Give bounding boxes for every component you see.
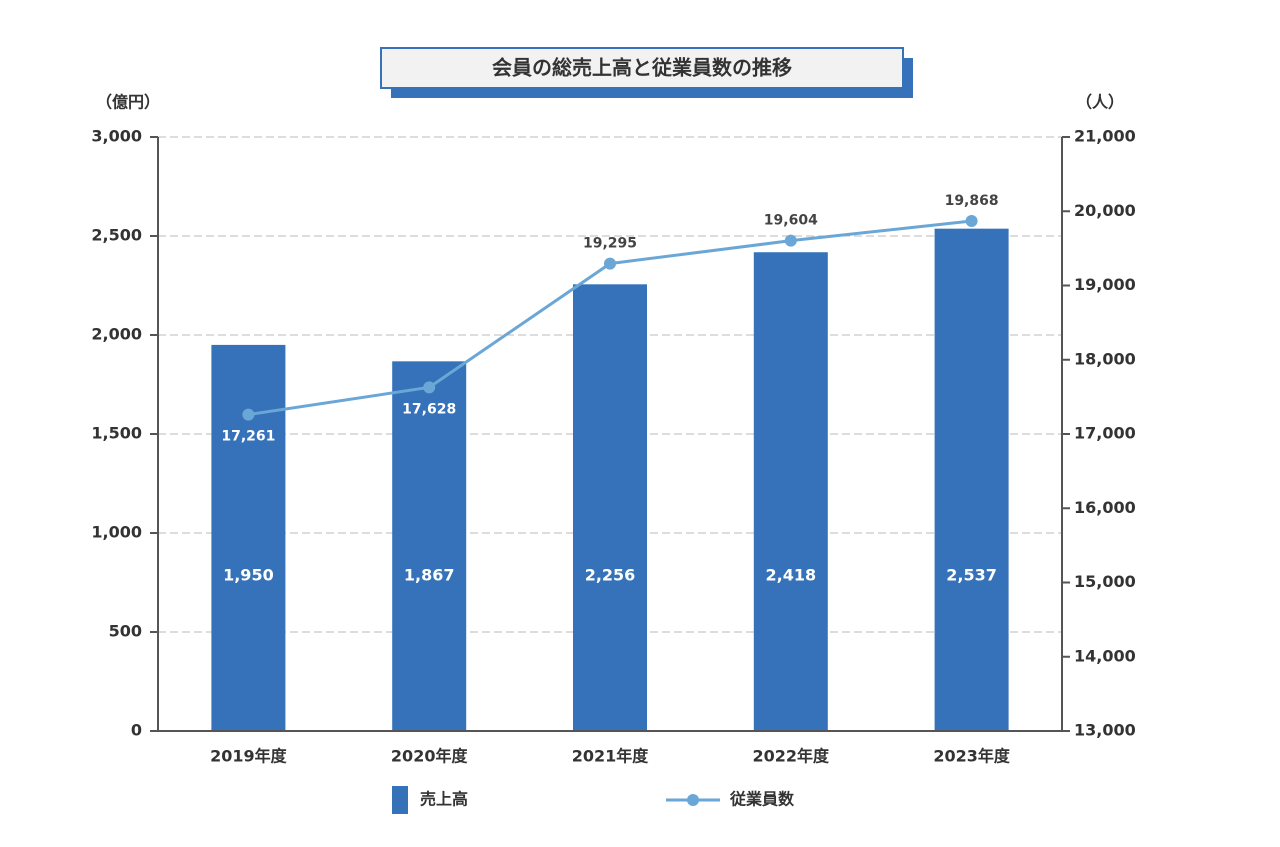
line-value-label: 17,628 <box>402 401 456 417</box>
y2-tick-label: 18,000 <box>1074 349 1136 368</box>
y-tick-label: 0 <box>131 721 142 740</box>
legend-label: 売上高 <box>420 790 468 809</box>
x-tick-label: 2023年度 <box>933 747 1011 766</box>
legend-label: 従業員数 <box>729 790 795 809</box>
y2-tick-label: 17,000 <box>1074 424 1136 443</box>
chart-title: 会員の総売上高と従業員数の推移 <box>492 56 792 80</box>
y2-tick-label: 15,000 <box>1074 572 1136 591</box>
bar <box>211 344 286 731</box>
y-tick-label: 1,000 <box>91 523 142 542</box>
y-tick-label: 2,500 <box>91 226 142 245</box>
bar <box>392 361 467 731</box>
y2-axis-label: （人） <box>1076 93 1124 112</box>
line-point <box>784 234 797 247</box>
y2-tick-label: 13,000 <box>1074 721 1136 740</box>
bar-value-label: 2,537 <box>946 566 997 585</box>
y2-tick-label: 16,000 <box>1074 498 1136 517</box>
legend-swatch <box>392 786 408 814</box>
x-tick-label: 2021年度 <box>572 747 650 766</box>
y-tick-label: 3,000 <box>91 127 142 146</box>
line-value-label: 17,261 <box>221 429 275 445</box>
line-point <box>242 408 255 421</box>
line-value-label: 19,604 <box>764 213 818 229</box>
y2-tick-label: 20,000 <box>1074 201 1136 220</box>
bar <box>934 228 1009 731</box>
bar <box>753 252 828 731</box>
bar-value-label: 1,950 <box>223 566 274 585</box>
bar <box>573 284 647 731</box>
line-value-label: 19,868 <box>945 193 999 209</box>
line-point <box>423 381 436 394</box>
line-value-label: 19,295 <box>583 236 637 252</box>
y2-tick-label: 21,000 <box>1074 127 1136 146</box>
line-point <box>965 215 978 228</box>
x-tick-label: 2019年度 <box>210 747 288 766</box>
y-axis-label: （億円） <box>96 93 160 112</box>
bar-value-label: 1,867 <box>404 566 455 585</box>
y-tick-label: 2,000 <box>91 325 142 344</box>
x-tick-label: 2020年度 <box>391 747 469 766</box>
y-tick-label: 1,500 <box>91 424 142 443</box>
legend-swatch-point <box>687 794 699 806</box>
x-tick-label: 2022年度 <box>753 747 831 766</box>
line-point <box>604 257 616 270</box>
y2-tick-label: 19,000 <box>1074 275 1136 294</box>
title-box <box>380 47 904 89</box>
bar-value-label: 2,256 <box>585 566 636 585</box>
y-tick-label: 500 <box>109 622 142 641</box>
y2-tick-label: 14,000 <box>1074 646 1136 665</box>
bar-value-label: 2,418 <box>765 566 816 585</box>
